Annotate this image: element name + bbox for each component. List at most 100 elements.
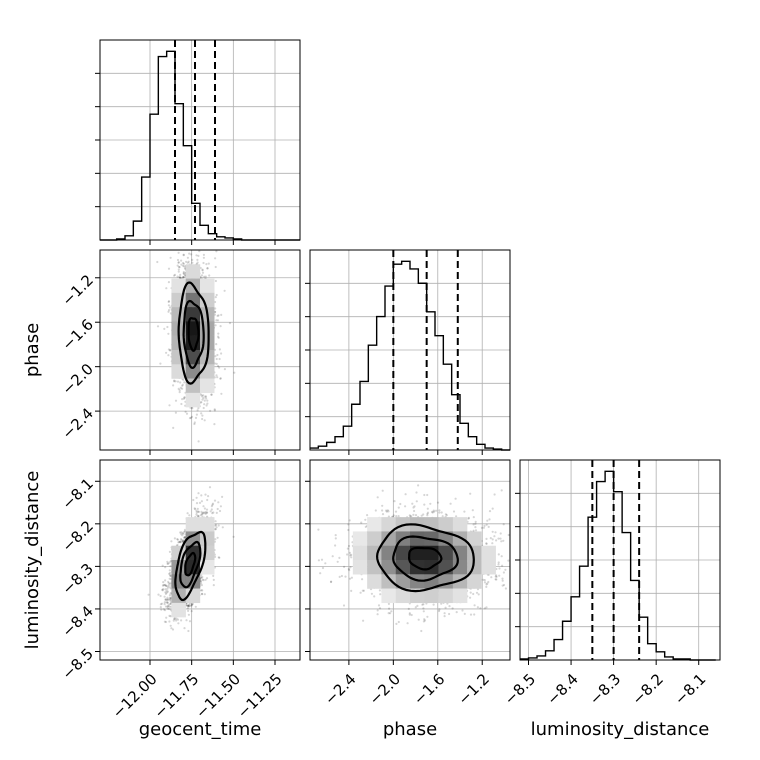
sample-point xyxy=(191,261,194,264)
sample-point xyxy=(180,259,183,262)
y-tick-label: −1.2 xyxy=(59,271,97,309)
sample-point xyxy=(201,589,204,592)
sample-point xyxy=(167,310,170,313)
sample-point xyxy=(173,537,176,540)
sample-point xyxy=(177,251,180,254)
sample-point xyxy=(218,348,221,351)
sample-point xyxy=(202,397,205,400)
sample-point xyxy=(213,409,216,412)
sample-point xyxy=(190,415,194,418)
sample-point xyxy=(178,276,181,279)
sample-point xyxy=(167,354,170,357)
sample-point xyxy=(205,511,208,514)
sample-point xyxy=(159,606,162,609)
sample-point xyxy=(216,507,219,511)
sample-point xyxy=(201,268,204,271)
sample-point xyxy=(166,325,169,329)
sample-point xyxy=(217,332,220,335)
sample-point xyxy=(203,593,206,596)
sample-point xyxy=(220,352,223,355)
sample-point xyxy=(169,571,172,575)
sample-point xyxy=(218,509,222,513)
sample-point xyxy=(187,629,190,633)
sample-point xyxy=(159,594,162,598)
sample-point xyxy=(198,501,202,504)
sample-point xyxy=(178,389,181,392)
sample-point xyxy=(159,603,162,606)
panel-frame xyxy=(99,39,301,241)
sample-point xyxy=(163,327,166,330)
sample-point xyxy=(172,426,175,429)
sample-point xyxy=(176,258,180,262)
sample-point xyxy=(212,574,215,578)
sample-point xyxy=(168,594,171,597)
sample-point xyxy=(205,397,208,400)
density-cell xyxy=(200,278,215,294)
sample-point xyxy=(182,253,185,256)
x-tick-label: −8.1 xyxy=(671,670,709,708)
sample-point xyxy=(207,495,210,498)
sample-point xyxy=(167,300,171,303)
sample-point xyxy=(214,520,217,523)
panel-frame xyxy=(519,459,721,661)
sample-point xyxy=(201,417,204,421)
sample-point xyxy=(203,275,206,278)
sample-point xyxy=(163,609,167,612)
sample-point xyxy=(172,619,175,622)
sample-point xyxy=(203,399,206,402)
sample-point xyxy=(159,362,162,365)
sample-point xyxy=(182,272,185,275)
sample-point xyxy=(202,253,205,256)
sample-point xyxy=(179,386,182,389)
sample-point xyxy=(218,556,221,559)
sample-point xyxy=(210,508,213,511)
sample-point xyxy=(195,502,199,505)
sample-point xyxy=(185,619,188,622)
sample-point xyxy=(217,335,220,338)
sample-point xyxy=(166,560,169,563)
sample-point xyxy=(219,377,222,380)
sample-point xyxy=(216,353,219,357)
sample-point xyxy=(214,310,217,313)
sample-point xyxy=(180,402,183,406)
sample-point xyxy=(217,336,220,339)
sample-point xyxy=(212,578,215,582)
sample-point xyxy=(169,565,172,568)
sample-point xyxy=(214,528,217,531)
density-cell xyxy=(185,392,201,408)
sample-point xyxy=(174,380,177,383)
sample-point xyxy=(181,383,184,386)
sample-point xyxy=(164,605,168,608)
density-cell xyxy=(171,350,186,365)
sample-point xyxy=(157,593,160,596)
sample-point xyxy=(190,610,193,613)
sample-point xyxy=(156,325,160,328)
sample-point xyxy=(199,514,202,517)
sample-point xyxy=(214,300,217,304)
sample-point xyxy=(164,579,167,582)
sample-point xyxy=(214,279,217,283)
sample-point xyxy=(220,313,223,316)
y-tick-label: −1.6 xyxy=(59,316,97,354)
sample-point xyxy=(215,374,218,377)
sample-point xyxy=(161,588,164,591)
sample-point xyxy=(166,587,169,590)
sample-point xyxy=(167,267,171,270)
sample-point xyxy=(168,306,172,309)
sample-point xyxy=(173,380,176,383)
sample-point xyxy=(187,609,190,613)
sample-point xyxy=(176,275,179,278)
sample-point xyxy=(173,274,176,277)
sample-point xyxy=(191,258,194,261)
sample-point xyxy=(219,377,222,380)
panel-frame xyxy=(309,249,511,451)
sample-point xyxy=(196,261,199,264)
sample-point xyxy=(177,270,180,273)
sample-point xyxy=(165,287,168,290)
sample-point xyxy=(175,617,178,620)
sample-point xyxy=(182,276,185,279)
sample-point xyxy=(172,384,175,387)
sample-point xyxy=(204,395,208,398)
sample-point xyxy=(178,265,181,269)
